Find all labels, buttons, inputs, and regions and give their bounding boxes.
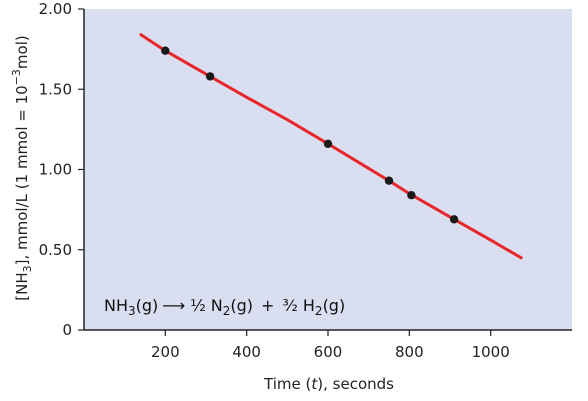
data-point bbox=[384, 176, 394, 185]
reaction-equation: NH3(g) ⟶ ½ N2(g) + ³⁄₂ H2(g) bbox=[104, 296, 345, 318]
x-tick-label: 600 bbox=[314, 343, 343, 361]
y-tick-label: 1.50 bbox=[39, 80, 72, 98]
data-point bbox=[161, 46, 170, 55]
data-point bbox=[205, 72, 215, 81]
tick-labels: 0 0.50 1.00 1.50 2.00 200 400 600 800 1000 bbox=[39, 0, 510, 361]
x-axis-title: Time (t), seconds bbox=[263, 375, 394, 393]
plot-area bbox=[84, 9, 572, 330]
y-tick-label: 0.50 bbox=[39, 241, 72, 259]
chart-marks bbox=[139, 33, 523, 260]
y-tick-label: 2.00 bbox=[39, 0, 72, 18]
y-tick-label: 1.00 bbox=[39, 161, 72, 179]
data-point bbox=[407, 191, 416, 200]
axes bbox=[78, 8, 572, 336]
x-tick-label: 800 bbox=[395, 343, 424, 361]
data-point bbox=[449, 215, 459, 224]
x-tick-label: 200 bbox=[151, 343, 180, 361]
x-tick-label: 400 bbox=[232, 343, 261, 361]
y-tick-label: 0 bbox=[62, 321, 72, 339]
y-axis-title: [NH3], mmol/L (1 mmol = 10−3mol) bbox=[10, 35, 34, 300]
x-tick-label: 1000 bbox=[472, 343, 510, 361]
data-point bbox=[323, 139, 333, 148]
